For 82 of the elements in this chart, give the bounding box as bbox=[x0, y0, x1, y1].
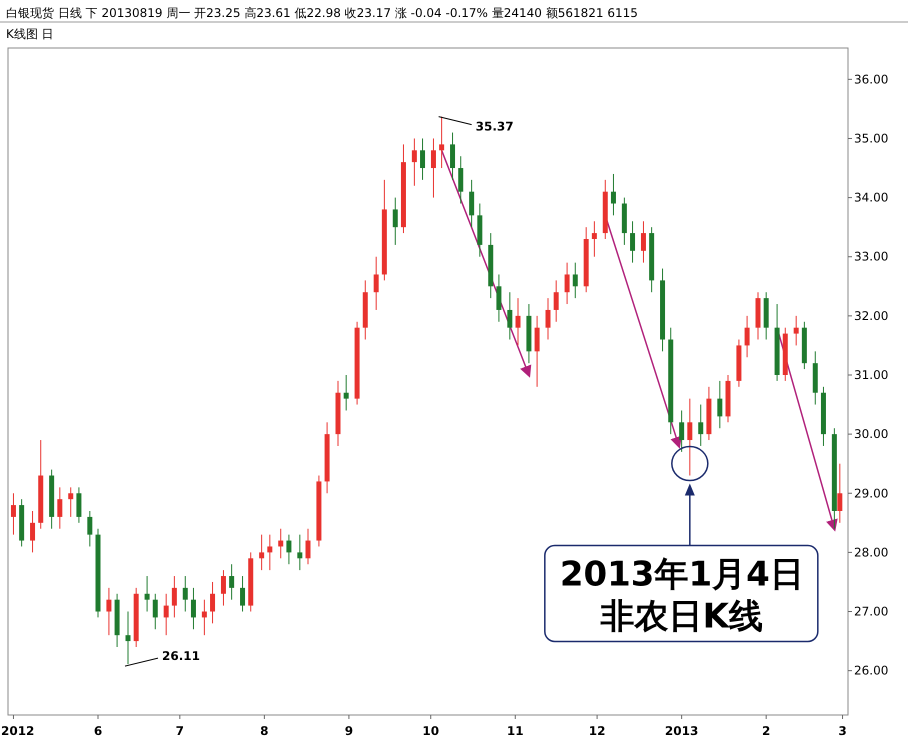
candlestick bbox=[610, 173, 616, 216]
candlestick bbox=[374, 256, 379, 310]
candlestick bbox=[144, 576, 150, 612]
candlestick bbox=[420, 138, 426, 180]
y-tick-label: 30.00 bbox=[854, 427, 888, 442]
candlestick bbox=[439, 116, 444, 169]
y-tick-label: 33.00 bbox=[854, 250, 888, 264]
candlestick bbox=[717, 380, 722, 429]
y-tick-label: 26.00 bbox=[854, 664, 888, 678]
y-tick-label: 36.00 bbox=[854, 72, 888, 86]
candlestick bbox=[182, 576, 188, 612]
candlestick bbox=[210, 581, 216, 624]
x-tick-label: 11 bbox=[506, 724, 524, 738]
annotation: 26.11 bbox=[162, 649, 200, 664]
x-tick-label: 2012 bbox=[1, 724, 34, 738]
x-tick-label: 2 bbox=[762, 724, 770, 738]
candlestick bbox=[202, 599, 207, 636]
candlestick bbox=[698, 404, 704, 446]
candlestick bbox=[564, 262, 570, 305]
candlestick bbox=[837, 463, 842, 524]
candlestick bbox=[172, 576, 177, 618]
candlestick bbox=[392, 197, 398, 246]
x-tick-label: 12 bbox=[588, 724, 606, 738]
candlestick bbox=[278, 528, 284, 559]
candlestick bbox=[344, 374, 349, 411]
candlestick bbox=[229, 564, 234, 600]
candlestick bbox=[240, 576, 246, 612]
candlestick bbox=[412, 138, 417, 186]
candlestick bbox=[126, 611, 130, 665]
y-tick-label: 29.00 bbox=[854, 486, 888, 500]
candlestick bbox=[572, 262, 578, 299]
candlestick bbox=[679, 410, 684, 452]
x-tick-label: 2013 bbox=[664, 724, 698, 738]
candlestick bbox=[30, 510, 36, 553]
candlestick bbox=[534, 315, 540, 388]
candlestick bbox=[469, 179, 474, 228]
candlestick bbox=[57, 486, 62, 530]
candlestick bbox=[516, 298, 520, 346]
candlestick bbox=[507, 292, 512, 340]
candlestick bbox=[306, 528, 310, 565]
annotation: 2013年1月4日 bbox=[560, 554, 804, 595]
y-tick-label: 32.00 bbox=[854, 308, 888, 323]
candlestick bbox=[190, 587, 196, 630]
chart-title: 白银现货 日线 下 20130819 周一 开23.25 高23.61 低22.98 收23.17 涨 -0.04 -0.17% 量24140 额561821 6115 bbox=[6, 6, 638, 20]
y-tick-label: 28.00 bbox=[854, 545, 888, 560]
x-tick-label: 6 bbox=[94, 724, 102, 738]
y-tick-label: 27.00 bbox=[854, 604, 888, 619]
candlestick bbox=[106, 587, 112, 636]
candlestick bbox=[87, 510, 92, 547]
x-tick-label: 10 bbox=[422, 724, 440, 738]
candlestick bbox=[76, 486, 82, 524]
y-tick-label: 34.00 bbox=[854, 190, 888, 205]
candlestick bbox=[458, 156, 464, 204]
candlestick bbox=[546, 298, 550, 340]
y-tick-label: 35.00 bbox=[854, 131, 888, 146]
candlestick bbox=[164, 593, 169, 636]
candlestick bbox=[592, 220, 597, 258]
annotation: 非农日K线 bbox=[600, 596, 763, 637]
x-tick-label: 3 bbox=[838, 724, 847, 738]
candlestick bbox=[554, 280, 559, 322]
candlestick bbox=[687, 398, 692, 476]
y-tick-label: 31.00 bbox=[854, 368, 888, 382]
candlestick bbox=[297, 534, 302, 571]
candlestick bbox=[267, 534, 272, 571]
candlestick bbox=[450, 132, 456, 180]
x-tick-label: 9 bbox=[344, 724, 354, 738]
annotation: 35.37 bbox=[476, 120, 514, 134]
candlestick bbox=[630, 220, 636, 264]
chart-subtitle: K线图 日 bbox=[6, 27, 54, 41]
candlestick bbox=[286, 534, 292, 565]
candlestick bbox=[152, 593, 158, 630]
candlestick bbox=[496, 274, 502, 322]
x-tick-label: 8 bbox=[260, 724, 269, 738]
candlestick bbox=[10, 492, 16, 536]
candlestick bbox=[220, 570, 226, 606]
candlestick bbox=[640, 220, 646, 264]
candlestick bbox=[744, 315, 750, 358]
candlestick bbox=[794, 315, 799, 346]
candlestick bbox=[68, 486, 74, 518]
candlestick bbox=[259, 534, 264, 571]
candlestick bbox=[430, 138, 436, 198]
x-tick-label: 7 bbox=[176, 724, 184, 738]
